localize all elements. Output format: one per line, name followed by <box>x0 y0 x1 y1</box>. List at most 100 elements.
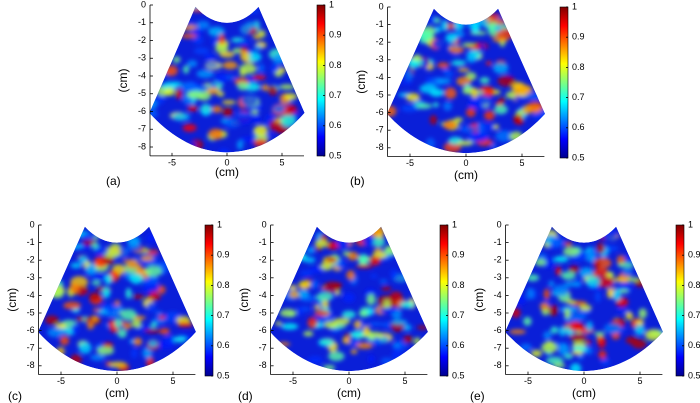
x-axis-label: (cm) <box>215 165 239 179</box>
colorbar-tick-label: 1 <box>452 219 457 229</box>
speckle <box>539 302 550 311</box>
speckle <box>45 315 59 325</box>
speckle <box>158 314 166 320</box>
speckle <box>218 33 225 45</box>
x-tick-label: 0 <box>346 376 351 386</box>
speckle <box>164 87 176 96</box>
speckle <box>187 59 198 68</box>
colorbar-tick-label: 0.6 <box>217 340 230 350</box>
speckle <box>611 277 629 283</box>
speckle <box>323 321 338 329</box>
speckle <box>523 316 532 326</box>
speckle <box>251 110 259 115</box>
speckle <box>55 347 65 356</box>
speckle <box>545 356 564 365</box>
speckle <box>297 307 304 317</box>
speckle <box>149 110 159 118</box>
colorbar-tick-label: 0.6 <box>452 340 465 350</box>
speckle <box>511 307 521 318</box>
speckle <box>204 53 215 61</box>
speckle <box>414 54 421 62</box>
speckle <box>437 62 450 69</box>
speckle <box>342 292 356 303</box>
colorbar-tick-label: 0.8 <box>688 280 700 290</box>
x-axis-label: (cm) <box>337 386 361 400</box>
speckle <box>78 341 92 354</box>
speckle <box>451 60 466 66</box>
sector-image <box>269 226 429 372</box>
speckle <box>307 355 323 365</box>
x-tick-label: 5 <box>170 376 175 386</box>
speckle <box>126 263 142 269</box>
y-tick-label: -3 <box>27 272 35 282</box>
speckle <box>280 114 297 127</box>
speckle <box>403 324 412 332</box>
y-tick-label: -8 <box>494 360 502 370</box>
speckle <box>91 315 99 322</box>
speckle <box>275 321 282 326</box>
speckle <box>571 350 584 355</box>
speckle <box>550 326 559 334</box>
colorbar <box>204 224 214 377</box>
colorbar-tick-label: 0.6 <box>572 122 585 132</box>
speckle <box>208 128 223 140</box>
speckle <box>471 87 479 99</box>
speckle <box>222 61 238 70</box>
speckle <box>564 241 573 247</box>
speckle <box>379 307 397 314</box>
y-axis-label: (cm) <box>116 68 130 92</box>
x-axis-label: (cm) <box>454 168 478 182</box>
y-tick-label: -1 <box>259 237 267 247</box>
speckle <box>185 92 198 97</box>
speckle <box>551 237 565 248</box>
speckle <box>612 289 622 302</box>
speckle <box>541 341 558 354</box>
speckle <box>461 42 476 47</box>
y-tick-label: -1 <box>494 237 502 247</box>
speckle <box>147 339 159 348</box>
speckle <box>526 274 540 282</box>
speckle <box>519 343 532 352</box>
speckle <box>625 277 641 282</box>
speckle <box>494 104 508 115</box>
speckle <box>638 308 647 319</box>
speckle <box>286 104 296 110</box>
speckle <box>548 280 555 287</box>
speckle <box>350 349 358 355</box>
colorbar-tick-label: 0.8 <box>329 60 342 70</box>
speckle <box>509 329 527 335</box>
x-tick-label: -5 <box>289 376 297 386</box>
speckle <box>303 331 314 337</box>
texture <box>275 226 429 371</box>
colorbar <box>439 224 449 377</box>
speckle <box>414 337 421 346</box>
speckle <box>172 56 181 63</box>
y-tick-label: -4 <box>494 290 502 300</box>
speckle <box>561 271 576 280</box>
speckle <box>476 121 484 134</box>
speckle <box>521 105 532 115</box>
y-tick-label: -6 <box>494 325 502 335</box>
colorbar-tick-label: 0.5 <box>572 152 585 162</box>
x-tick-label: -5 <box>524 376 532 386</box>
speckle <box>432 39 443 49</box>
speckle <box>318 338 334 347</box>
speckle <box>109 361 127 368</box>
speckle <box>325 257 338 263</box>
y-tick-label: -2 <box>494 255 502 265</box>
speckle <box>90 354 106 361</box>
speckle <box>634 324 646 336</box>
speckle <box>288 284 298 291</box>
y-tick-label: -8 <box>27 360 35 370</box>
speckle <box>445 70 454 78</box>
speckle <box>97 308 108 316</box>
speckle <box>298 280 311 289</box>
speckle <box>578 304 592 311</box>
speckle <box>495 130 513 142</box>
speckle <box>428 14 436 24</box>
speckle <box>114 300 121 306</box>
texture <box>386 13 546 153</box>
colorbar-tick-label: 0.7 <box>452 310 465 320</box>
x-axis-label: (cm) <box>572 386 596 400</box>
speckle <box>175 88 183 100</box>
